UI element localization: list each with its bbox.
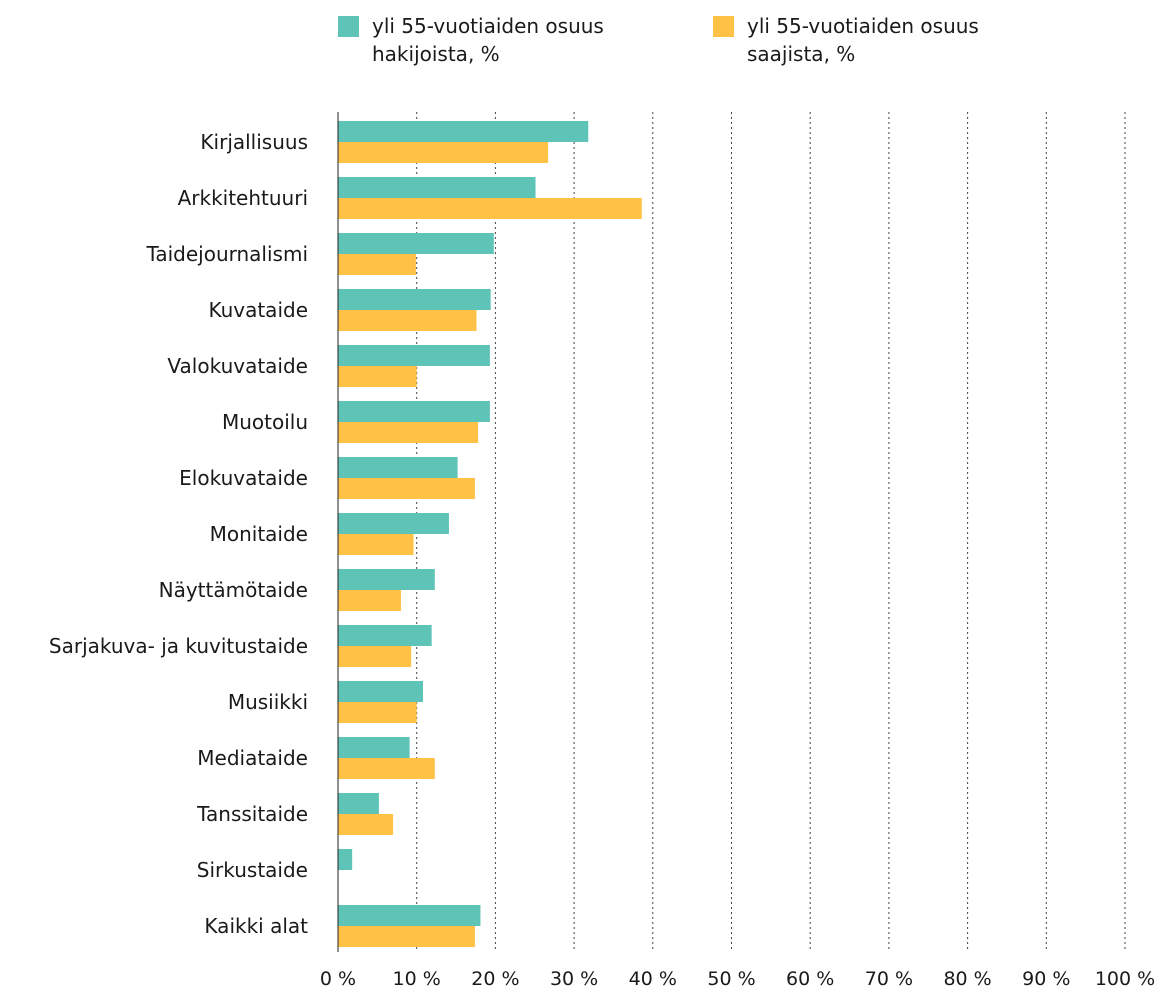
category-label: Sirkustaide bbox=[197, 858, 308, 882]
bar-saajat-10 bbox=[338, 702, 417, 723]
category-label: Monitaide bbox=[210, 522, 308, 546]
bar-saajat-5 bbox=[338, 422, 479, 443]
x-tick-label: 100 % bbox=[1095, 968, 1155, 990]
x-tick-label: 20 % bbox=[471, 968, 519, 990]
category-label: Arkkitehtuuri bbox=[178, 186, 308, 210]
bar-hakijat-7 bbox=[338, 513, 449, 534]
bar-saajat-8 bbox=[338, 590, 401, 611]
category-label: Tanssitaide bbox=[196, 802, 308, 826]
bar-hakijat-6 bbox=[338, 457, 458, 478]
bar-hakijat-11 bbox=[338, 737, 410, 758]
x-tick-label: 0 % bbox=[320, 968, 356, 990]
bar-saajat-0 bbox=[338, 142, 549, 163]
legend: yli 55-vuotiaiden osuus hakijoista, % yli … bbox=[338, 14, 979, 66]
x-tick-label: 50 % bbox=[707, 968, 755, 990]
category-labels: Kirjallisuus Arkkitehtuuri Taidejournalism… bbox=[49, 130, 308, 938]
category-label: Kirjallisuus bbox=[200, 130, 308, 154]
bar-hakijat-14 bbox=[338, 905, 481, 926]
gridlines bbox=[416, 112, 1126, 952]
x-tick-label: 40 % bbox=[629, 968, 677, 990]
legend-swatch-1 bbox=[713, 16, 734, 37]
bar-saajat-12 bbox=[338, 814, 394, 835]
category-label: Elokuvataide bbox=[179, 466, 308, 490]
category-label: Sarjakuva- ja kuvitustaide bbox=[49, 634, 308, 658]
legend-label-1: yli 55-vuotiaiden osuus bbox=[747, 14, 979, 38]
bar-saajat-3 bbox=[338, 310, 477, 331]
legend-swatch-0 bbox=[338, 16, 359, 37]
legend-label-0: yli 55-vuotiaiden osuus bbox=[372, 14, 604, 38]
bar-hakijat-4 bbox=[338, 345, 490, 366]
bar-hakijat-9 bbox=[338, 625, 432, 646]
bar-saajat-6 bbox=[338, 478, 475, 499]
x-tick-labels: 0 % 10 % 20 % 30 % 40 % 50 % 60 % 70 % 80 % 90 % 1… bbox=[320, 968, 1155, 990]
x-tick-label: 10 % bbox=[393, 968, 441, 990]
legend-label-1: saajista, % bbox=[747, 42, 855, 66]
bar-saajat-11 bbox=[338, 758, 435, 779]
bar-hakijat-8 bbox=[338, 569, 435, 590]
category-label: Valokuvataide bbox=[167, 354, 308, 378]
bar-hakijat-5 bbox=[338, 401, 490, 422]
bar-saajat-9 bbox=[338, 646, 412, 667]
x-tick-label: 70 % bbox=[865, 968, 913, 990]
category-label: Näyttämötaide bbox=[159, 578, 308, 602]
category-label: Muotoilu bbox=[222, 410, 308, 434]
x-tick-label: 30 % bbox=[550, 968, 598, 990]
bar-hakijat-3 bbox=[338, 289, 491, 310]
x-tick-label: 60 % bbox=[786, 968, 834, 990]
bar-saajat-14 bbox=[338, 926, 475, 947]
x-tick-label: 90 % bbox=[1022, 968, 1070, 990]
bar-saajat-2 bbox=[338, 254, 416, 275]
category-label: Taidejournalismi bbox=[145, 242, 308, 266]
bar-hakijat-2 bbox=[338, 233, 494, 254]
bar-saajat-4 bbox=[338, 366, 417, 387]
category-label: Kuvataide bbox=[208, 298, 308, 322]
bar-hakijat-10 bbox=[338, 681, 423, 702]
bar-hakijat-12 bbox=[338, 793, 379, 814]
bar-saajat-1 bbox=[338, 198, 642, 219]
x-tick-label: 80 % bbox=[943, 968, 991, 990]
bar-hakijat-1 bbox=[338, 177, 536, 198]
bars bbox=[338, 121, 642, 947]
legend-label-0: hakijoista, % bbox=[372, 42, 500, 66]
category-label: Kaikki alat bbox=[204, 914, 308, 938]
bar-hakijat-13 bbox=[338, 849, 353, 870]
bar-saajat-7 bbox=[338, 534, 414, 555]
category-label: Mediataide bbox=[197, 746, 308, 770]
bar-hakijat-0 bbox=[338, 121, 589, 142]
category-label: Musiikki bbox=[228, 690, 308, 714]
